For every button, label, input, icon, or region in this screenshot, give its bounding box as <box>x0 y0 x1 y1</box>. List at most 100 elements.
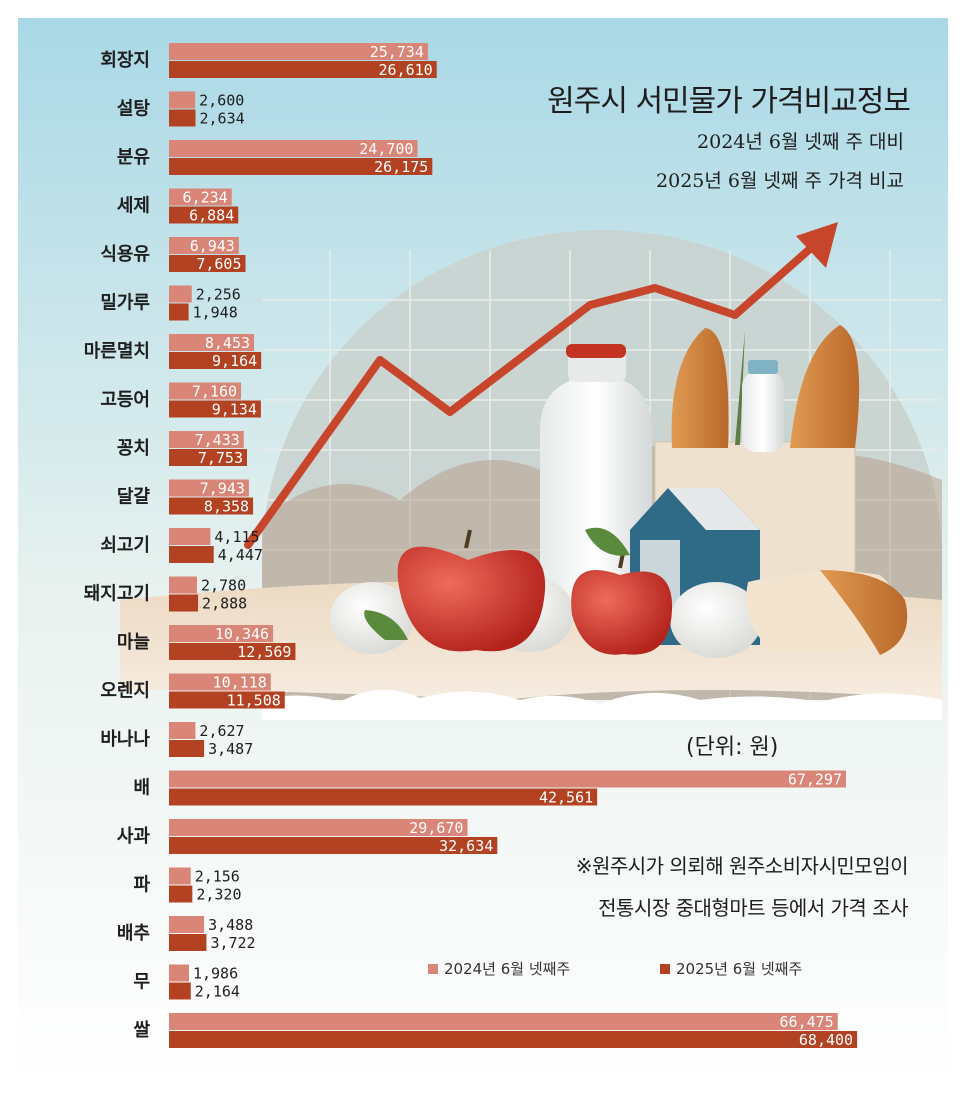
legend-label-2025: 2025년 6월 넷째주 <box>676 960 803 978</box>
bar-2025 <box>169 788 598 806</box>
unit-label: (단위: 원) <box>686 735 779 760</box>
category-label: 사과 <box>117 826 151 847</box>
value-label-2025: 2,320 <box>196 886 241 904</box>
bar-2024 <box>169 673 271 691</box>
category-label: 바나나 <box>100 729 150 750</box>
category-label: 분유 <box>117 147 150 168</box>
bar-2024 <box>169 916 205 933</box>
value-label-2024: 24,700 <box>359 140 413 158</box>
bar-2024 <box>169 431 244 448</box>
legend-label-2024: 2024년 6월 넷째주 <box>444 960 571 978</box>
category-label: 꽁치 <box>117 438 150 459</box>
category-label: 마늘 <box>117 632 150 653</box>
bar-2025 <box>169 400 261 418</box>
value-label-2025: 6,884 <box>189 207 234 225</box>
value-label-2024: 29,670 <box>409 819 463 837</box>
bar-2024 <box>169 964 189 982</box>
value-label-2024: 2,156 <box>195 868 240 886</box>
bar-2025 <box>169 303 189 321</box>
bar-2024 <box>169 43 428 60</box>
value-label-2025: 68,400 <box>799 1031 853 1049</box>
bar-2024 <box>169 91 196 109</box>
bar-2025 <box>169 109 196 127</box>
value-label-2024: 6,234 <box>183 189 228 207</box>
value-label-2025: 2,888 <box>202 595 247 613</box>
value-label-2024: 25,734 <box>370 43 424 61</box>
bar-2025 <box>169 982 191 1000</box>
category-label: 밀가루 <box>100 293 150 314</box>
bar-2024 <box>169 770 846 788</box>
value-label-2024: 7,433 <box>195 431 240 449</box>
value-label-2025: 9,134 <box>212 401 257 419</box>
bar-2025 <box>169 206 239 224</box>
category-label: 파 <box>133 875 150 896</box>
category-label: 식용유 <box>100 244 150 265</box>
value-label-2025: 8,358 <box>204 498 249 516</box>
category-label: 달걀 <box>117 486 151 508</box>
bar-2024 <box>169 188 232 206</box>
bar-2024 <box>169 625 274 642</box>
category-label: 무 <box>133 972 150 993</box>
value-label-2024: 10,118 <box>213 674 267 692</box>
value-label-2025: 26,175 <box>374 158 428 176</box>
category-label: 회장지 <box>100 50 150 71</box>
category-label: 돼지고기 <box>84 584 150 605</box>
value-label-2025: 42,561 <box>539 789 593 807</box>
bar-2025 <box>169 158 433 175</box>
value-label-2024: 8,453 <box>205 334 250 352</box>
value-label-2025: 2,164 <box>195 983 240 1001</box>
category-label: 마른멸치 <box>84 341 150 362</box>
paper-tear <box>262 689 942 720</box>
value-label-2024: 7,943 <box>200 480 245 498</box>
bar-2024 <box>169 528 211 545</box>
bar-2024 <box>169 285 192 303</box>
bar-2025 <box>169 497 254 515</box>
value-label-2025: 7,605 <box>196 255 241 273</box>
bar-2025 <box>169 837 498 854</box>
legend-swatch-2025 <box>660 963 670 974</box>
value-label-2024: 10,346 <box>215 625 269 643</box>
value-label-2024: 3,488 <box>208 916 253 934</box>
category-label: 설탕 <box>117 99 151 120</box>
value-label-2025: 7,753 <box>198 449 243 467</box>
value-label-2024: 66,475 <box>780 1013 834 1031</box>
category-label: 배추 <box>117 923 150 944</box>
value-label-2025: 2,634 <box>199 110 244 128</box>
bar-2025 <box>169 740 205 757</box>
bar-2025 <box>169 546 214 563</box>
value-label-2024: 2,780 <box>201 577 246 595</box>
category-label: 오렌지 <box>100 681 150 702</box>
category-label: 쌀 <box>133 1020 150 1041</box>
value-label-2024: 1,986 <box>193 965 238 983</box>
bar-2024 <box>169 237 239 254</box>
value-label-2025: 9,164 <box>212 352 257 370</box>
bar-2025 <box>169 643 296 660</box>
value-label-2024: 2,600 <box>199 92 244 110</box>
chart-subtitle-2: 2025년 6월 넷째 주 가격 비교 <box>656 170 904 192</box>
bar-2025 <box>169 352 262 369</box>
bar-2025 <box>169 594 199 612</box>
bar-2025 <box>169 61 437 78</box>
bar-2025 <box>169 255 246 272</box>
bar-2025 <box>169 449 247 466</box>
bar-2024 <box>169 334 255 351</box>
legend-item-2025: 2025년 6월 넷째주 <box>660 958 802 979</box>
category-label: 고등어 <box>100 390 150 411</box>
bar-2024 <box>169 722 196 739</box>
bar-2024 <box>169 576 197 594</box>
value-label-2025: 1,948 <box>193 304 238 322</box>
bar-2024 <box>169 140 418 157</box>
source-note-2: 전통시장 중대형마트 등에서 가격 조사 <box>598 896 908 920</box>
value-label-2024: 7,160 <box>192 383 237 401</box>
value-label-2025: 4,447 <box>218 546 263 564</box>
bar-2024 <box>169 1013 838 1030</box>
value-label-2024: 6,943 <box>190 237 235 255</box>
category-label: 쇠고기 <box>100 535 150 556</box>
value-label-2024: 2,627 <box>199 722 244 740</box>
source-note-1: ※원주시가 의뢰해 원주소비자시민모임이 <box>575 854 909 878</box>
legend-item-2024: 2024년 6월 넷째주 <box>428 958 570 979</box>
bar-2024 <box>169 819 468 836</box>
